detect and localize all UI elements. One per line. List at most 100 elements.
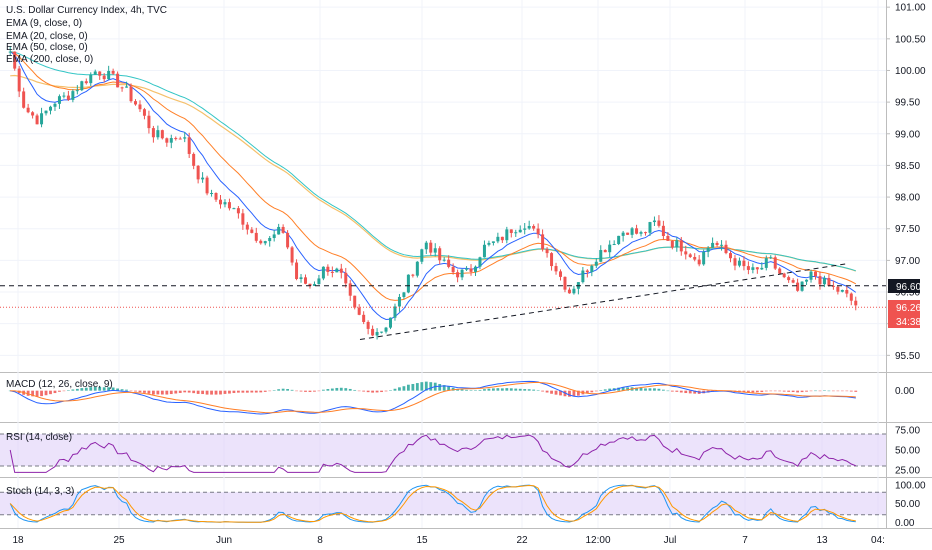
stoch-tick-label: 100.00 bbox=[895, 480, 926, 491]
macd-histogram-bar bbox=[617, 387, 621, 391]
rsi-tick-label: 75.00 bbox=[895, 426, 920, 437]
candle-body bbox=[760, 267, 764, 270]
macd-histogram-bar bbox=[398, 387, 401, 391]
candle-body bbox=[44, 110, 48, 114]
candle-body bbox=[536, 228, 540, 235]
candle-body bbox=[518, 229, 522, 233]
macd-histogram-bar bbox=[71, 389, 75, 391]
macd-histogram-bar bbox=[75, 388, 79, 391]
candle-body bbox=[742, 260, 746, 267]
candle-body bbox=[438, 248, 442, 261]
macd-histogram-bar bbox=[317, 390, 321, 392]
macd-histogram-bar bbox=[156, 390, 160, 395]
candle-body bbox=[514, 232, 518, 234]
candle-body bbox=[621, 232, 625, 236]
macd-histogram-bar bbox=[796, 390, 800, 393]
macd-histogram-bar bbox=[823, 390, 826, 391]
candle-body bbox=[782, 273, 786, 278]
candle-body bbox=[40, 113, 44, 125]
macd-histogram-bar bbox=[827, 390, 831, 392]
candle-body bbox=[8, 51, 12, 53]
candle-body bbox=[31, 112, 35, 116]
macd-histogram-bar bbox=[684, 390, 688, 394]
macd-histogram-bar bbox=[818, 390, 822, 392]
candle-body bbox=[375, 332, 379, 336]
candle-body bbox=[527, 225, 531, 229]
macd-histogram-bar bbox=[679, 390, 683, 393]
stoch-band bbox=[0, 491, 886, 516]
macd-histogram-bar bbox=[169, 390, 173, 395]
candle-body bbox=[406, 274, 410, 293]
candle-body bbox=[523, 228, 527, 230]
candle-body bbox=[581, 270, 585, 283]
macd-histogram-bar bbox=[178, 390, 182, 393]
candle-body bbox=[357, 307, 361, 315]
macd-histogram-bar bbox=[836, 390, 840, 392]
macd-histogram-bar bbox=[657, 388, 661, 391]
macd-histogram-bar bbox=[277, 389, 281, 391]
macd-histogram-bar bbox=[496, 388, 500, 391]
candle-body bbox=[201, 177, 205, 180]
candle-body bbox=[733, 258, 737, 266]
price-tick-label: 97.00 bbox=[895, 256, 920, 267]
candle-body bbox=[603, 250, 607, 253]
macd-histogram-bar bbox=[339, 387, 343, 391]
macd-tick-label: 0.00 bbox=[895, 386, 915, 397]
candle-body bbox=[89, 74, 93, 84]
ema-20-line bbox=[10, 51, 857, 301]
candle-body bbox=[219, 199, 222, 205]
macd-histogram-bar bbox=[621, 387, 625, 391]
macd-histogram-bar bbox=[491, 388, 495, 391]
macd-histogram-bar bbox=[111, 387, 115, 391]
macd-histogram-bar bbox=[478, 389, 482, 391]
candle-body bbox=[187, 137, 191, 154]
candle-body bbox=[71, 91, 75, 100]
candle-body bbox=[156, 130, 160, 138]
candle-body bbox=[308, 283, 312, 286]
candle-body bbox=[720, 244, 724, 246]
last-price-text: 96.26 bbox=[896, 303, 921, 314]
candle-body bbox=[550, 253, 554, 267]
candle-body bbox=[35, 115, 39, 125]
candle-body bbox=[397, 296, 401, 307]
candle-body bbox=[652, 220, 656, 223]
macd-histogram-bar bbox=[84, 387, 88, 391]
price-tick-label: 99.00 bbox=[895, 129, 920, 140]
candle-body bbox=[451, 266, 455, 273]
macd-pane bbox=[8, 380, 858, 415]
candle-body bbox=[532, 225, 536, 229]
candle-body bbox=[26, 107, 30, 113]
macd-histogram-bar bbox=[764, 390, 768, 392]
candle-body bbox=[599, 250, 603, 262]
macd-histogram-bar bbox=[183, 390, 187, 393]
candle-body bbox=[769, 257, 773, 259]
candle-body bbox=[210, 193, 214, 195]
candle-body bbox=[174, 138, 178, 140]
macd-histogram-bar bbox=[469, 390, 473, 391]
macd-histogram-bar bbox=[545, 390, 549, 393]
candle-body bbox=[666, 235, 670, 241]
time-tick-label: 13 bbox=[816, 535, 828, 546]
candle-body bbox=[840, 289, 844, 292]
candle-body bbox=[183, 137, 187, 139]
last-price-badge bbox=[888, 300, 920, 314]
candle-body bbox=[290, 247, 294, 263]
macd-histogram-bar bbox=[831, 390, 835, 392]
macd-histogram-bar bbox=[576, 390, 580, 396]
candle-body bbox=[304, 277, 307, 284]
macd-histogram-bar bbox=[236, 390, 240, 393]
macd-histogram-bar bbox=[787, 390, 791, 392]
candle-body bbox=[715, 242, 719, 246]
macd-histogram-bar bbox=[313, 390, 316, 392]
candle-body bbox=[371, 328, 375, 336]
macd-histogram-bar bbox=[411, 383, 415, 391]
candle-body bbox=[196, 165, 200, 180]
macd-histogram-bar bbox=[120, 389, 124, 391]
time-tick-label: 18 bbox=[12, 535, 24, 546]
macd-histogram-bar bbox=[241, 390, 245, 393]
candle-body bbox=[75, 90, 79, 92]
candle-body bbox=[796, 282, 800, 291]
candle-body bbox=[465, 268, 469, 270]
candle-body bbox=[263, 241, 267, 244]
candle-body bbox=[272, 234, 276, 238]
